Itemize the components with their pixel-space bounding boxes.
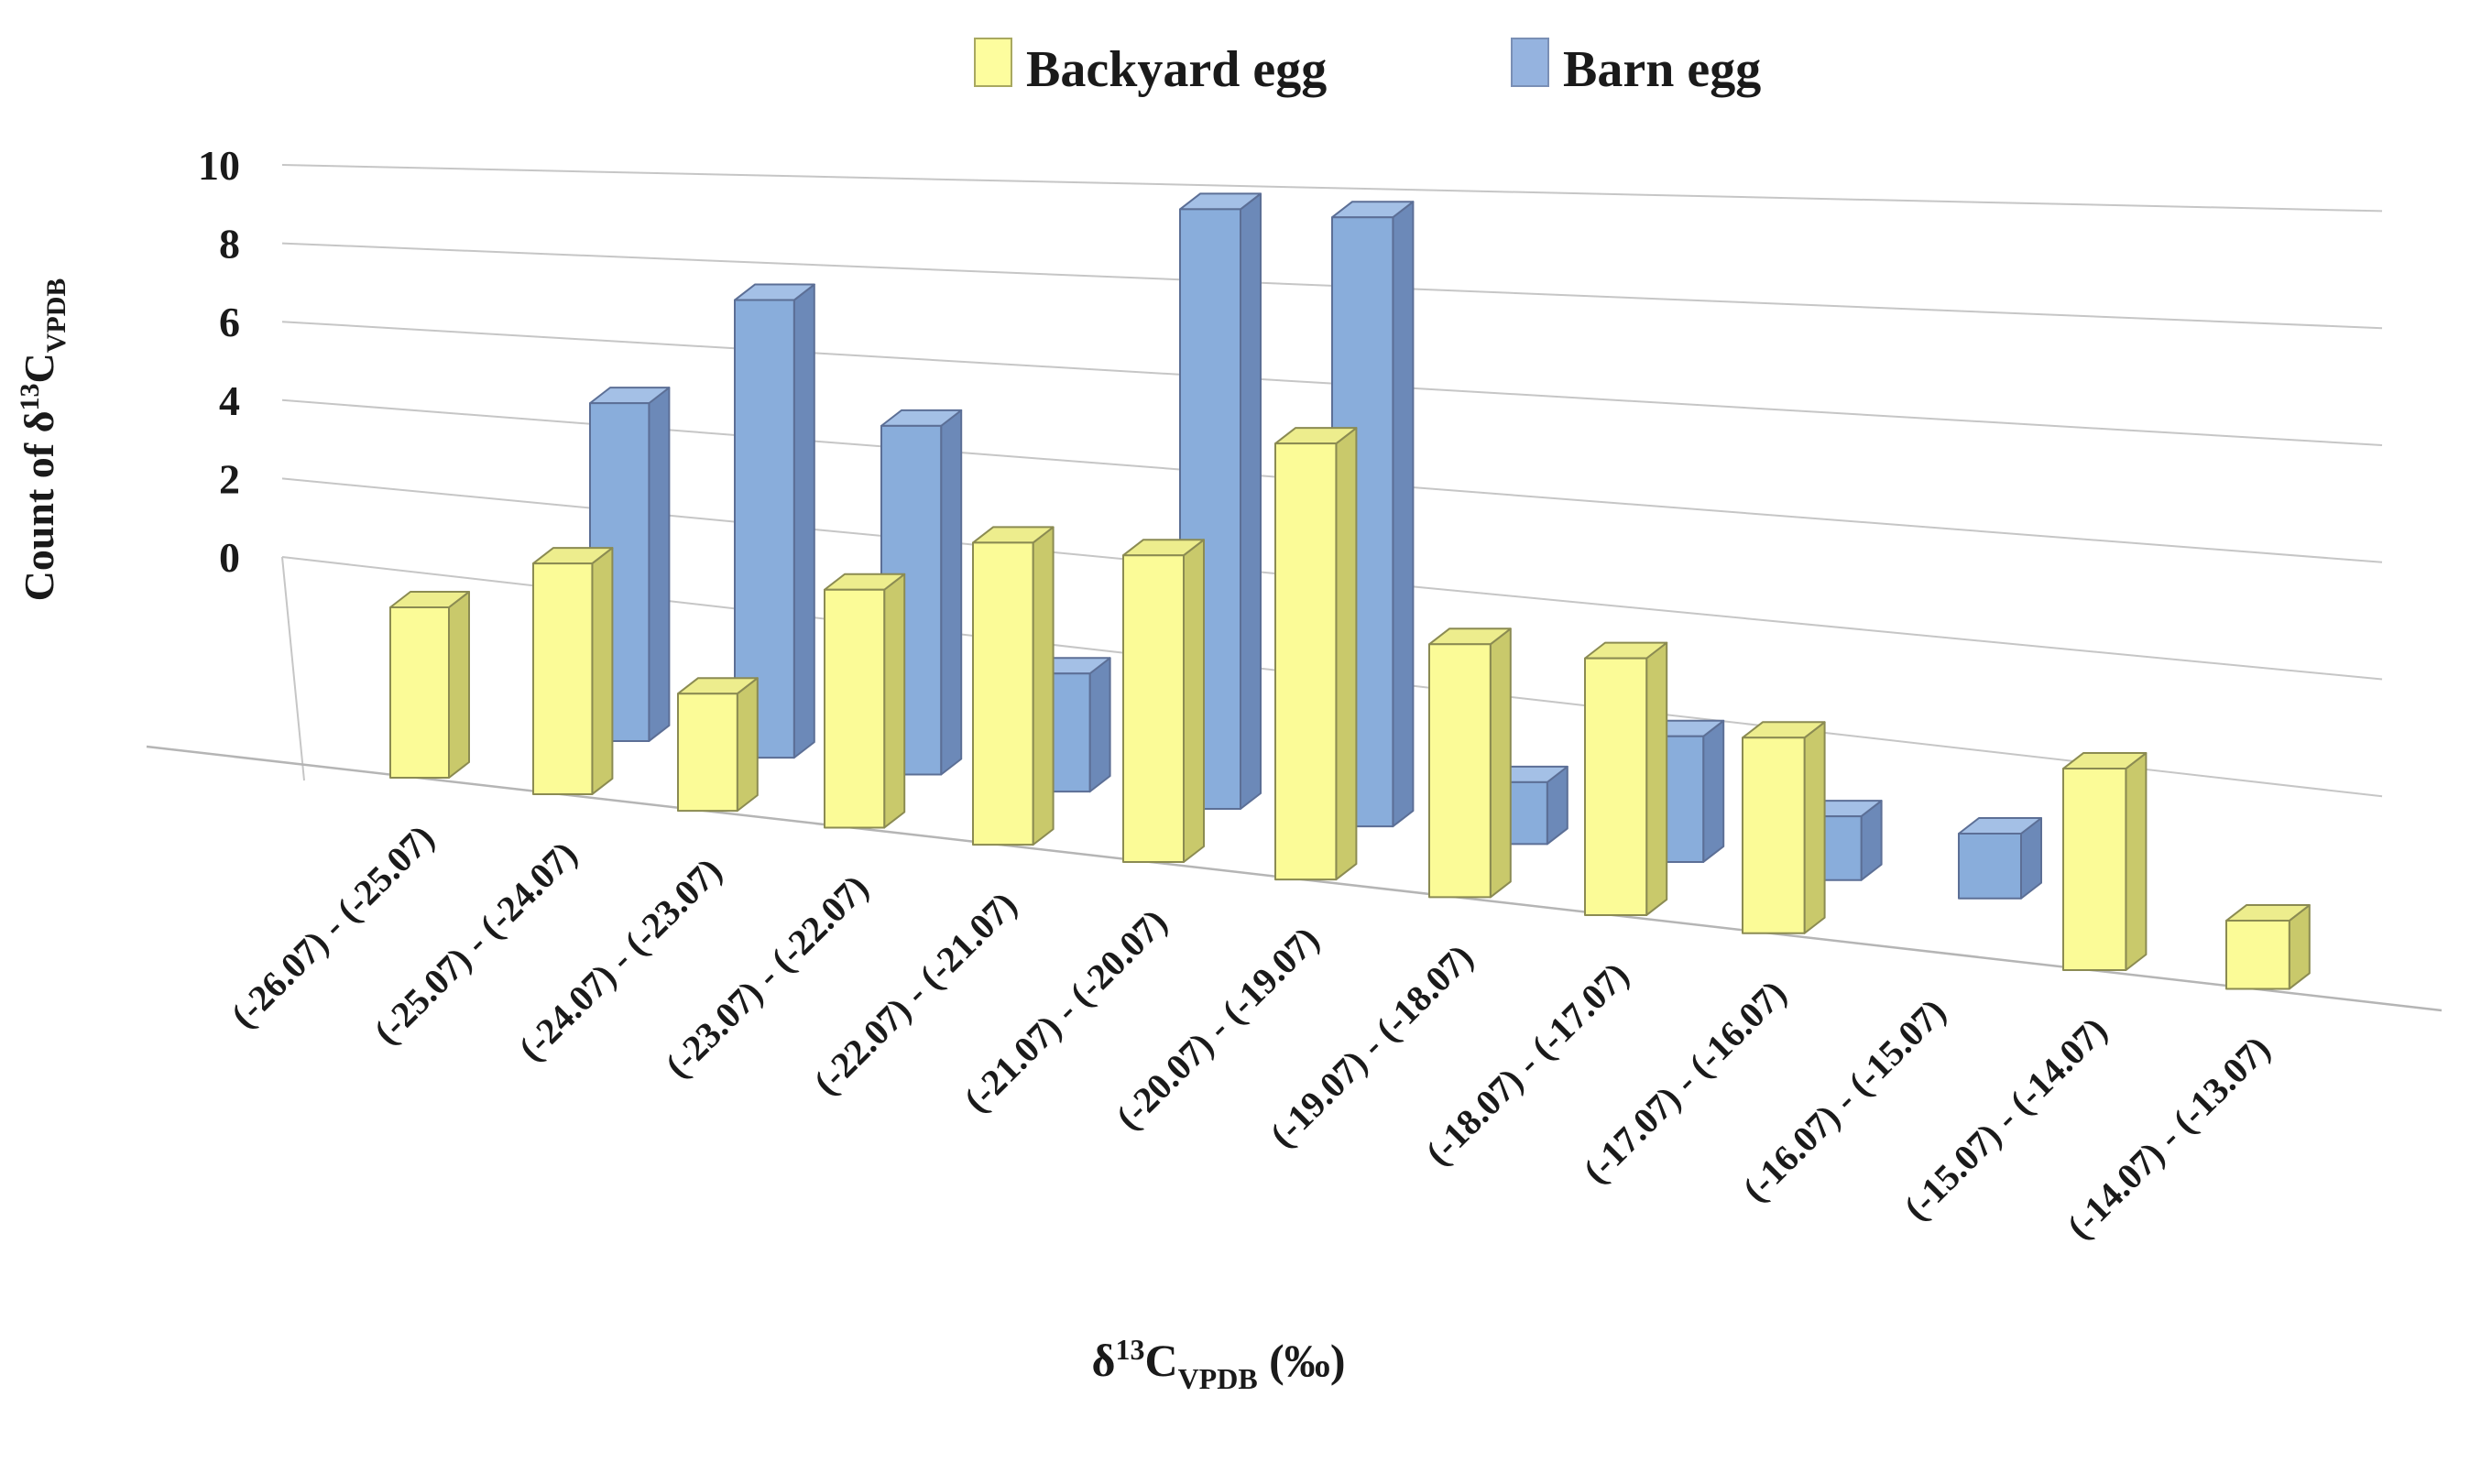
legend-item-barn-egg: Barn egg <box>1511 38 1761 98</box>
bar-backyard-7-front-face <box>1428 643 1492 899</box>
bar-barn-2 <box>734 283 815 759</box>
bar-backyard-0 <box>389 591 470 779</box>
bar-barn-4-side-face <box>1088 657 1111 793</box>
gridline-y10 <box>281 164 2383 213</box>
bar-backyard-3-side-face <box>883 573 906 829</box>
bar-backyard-5 <box>1122 539 1205 863</box>
bar-backyard-3-front-face <box>824 588 886 829</box>
bar-backyard-9-side-face <box>1803 721 1826 934</box>
x-axis-title: δ13CVPDB (‰) <box>1092 1333 1346 1395</box>
y-axis-title: Count of δ13CVPDB <box>15 278 71 602</box>
legend-swatch-icon <box>1511 38 1549 87</box>
bar-backyard-8 <box>1584 641 1668 916</box>
bar-backyard-6 <box>1274 427 1358 881</box>
legend: Backyard egg Barn egg <box>974 38 1761 98</box>
bar-backyard-8-front-face <box>1584 657 1648 916</box>
bar-barn-10 <box>1958 817 2042 900</box>
bar-backyard-11 <box>2062 752 2148 971</box>
bar-backyard-1-side-face <box>591 547 614 795</box>
y-tick-8: 8 <box>219 221 240 267</box>
bar-backyard-2 <box>677 677 759 813</box>
bar-barn-3-side-face <box>940 409 963 776</box>
bar-backyard-12 <box>2225 904 2311 990</box>
legend-swatch-icon <box>974 38 1012 87</box>
bar-backyard-0-front-face <box>389 606 450 779</box>
bar-barn-2-side-face <box>792 283 815 759</box>
bar-backyard-9-front-face <box>1742 737 1806 934</box>
y-tick-6: 6 <box>219 299 240 345</box>
bar-backyard-12-front-face <box>2225 920 2290 990</box>
legend-label: Barn egg <box>1563 41 1761 98</box>
series-backyard-egg <box>389 427 2311 990</box>
legend-item-backyard-egg: Backyard egg <box>974 38 1327 98</box>
bar-backyard-7-side-face <box>1489 627 1512 899</box>
bar-backyard-11-side-face <box>2125 752 2148 971</box>
bar-backyard-8-side-face <box>1645 641 1668 916</box>
y-tick-4: 4 <box>219 377 240 424</box>
bar-backyard-7 <box>1428 627 1512 899</box>
bar-backyard-0-side-face <box>448 591 470 779</box>
y-tick-0: 0 <box>219 534 240 581</box>
bar-barn-6-side-face <box>1392 201 1415 828</box>
bar-backyard-9 <box>1742 721 1826 934</box>
bar-barn-10-front-face <box>1958 833 2022 900</box>
bar-backyard-1-front-face <box>532 562 594 795</box>
bar-barn-5 <box>1179 192 1262 810</box>
bar-barn-8-side-face <box>1702 719 1725 863</box>
y-tick-10: 10 <box>198 142 240 189</box>
bar-barn-5-side-face <box>1240 192 1262 810</box>
y-tick-2: 2 <box>219 455 240 502</box>
bar-backyard-4 <box>972 526 1055 846</box>
bar-backyard-2-side-face <box>736 677 759 813</box>
bar-backyard-3 <box>824 573 906 829</box>
bar-backyard-6-front-face <box>1274 442 1338 881</box>
wall-edge <box>281 556 305 781</box>
legend-label: Backyard egg <box>1026 41 1327 98</box>
bar-backyard-4-side-face <box>1032 526 1055 846</box>
bar-backyard-4-front-face <box>972 541 1034 846</box>
bar-backyard-1 <box>532 547 614 795</box>
bar-backyard-2-front-face <box>677 693 738 813</box>
bar-barn-1-side-face <box>648 387 671 742</box>
bar-backyard-6-side-face <box>1335 427 1358 881</box>
bar-backyard-5-front-face <box>1122 554 1185 863</box>
y-axis-tick-labels: 0 2 4 6 8 10 <box>198 142 240 581</box>
bar-barn-6 <box>1331 201 1415 828</box>
bar-backyard-11-front-face <box>2062 768 2127 971</box>
bar-backyard-5-side-face <box>1183 539 1205 863</box>
